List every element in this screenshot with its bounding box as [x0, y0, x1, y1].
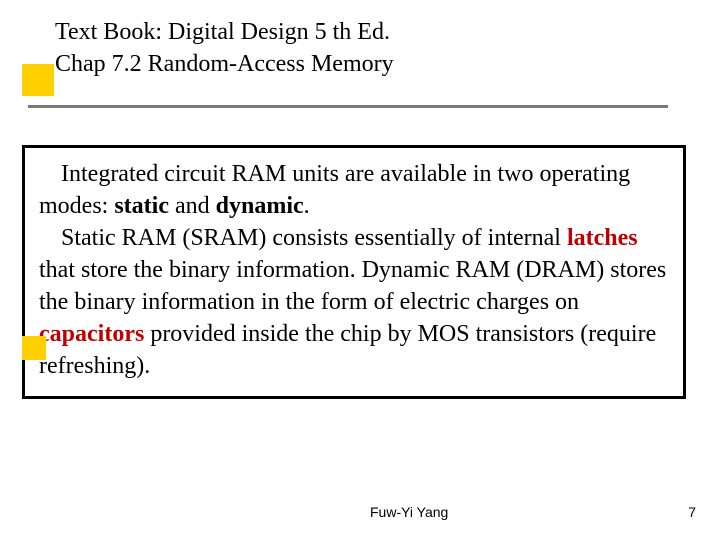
body-span: Static RAM (SRAM) consists essentially o… [61, 225, 567, 251]
title-line-2: Chap 7.2 Random-Access Memory [55, 48, 394, 80]
title-line-1: Text Book: Digital Design 5 th Ed. [55, 16, 394, 48]
body-span: . [304, 193, 310, 219]
body-text-box: Integrated circuit RAM units are availab… [22, 145, 686, 399]
footer-author: Fuw-Yi Yang [370, 504, 448, 520]
body-paragraph: Integrated circuit RAM units are availab… [39, 158, 669, 222]
body-span: and [169, 193, 216, 219]
body-span: that store the binary information. Dynam… [39, 257, 666, 315]
body-span-bold: static [114, 193, 169, 219]
body-span-bold: dynamic [216, 193, 304, 219]
title-underline [28, 105, 668, 108]
body-span-bold-red: capacitors [39, 321, 144, 347]
accent-square-2 [22, 336, 46, 360]
slide: Text Book: Digital Design 5 th Ed. Chap … [0, 0, 720, 540]
footer-page-number: 7 [688, 504, 696, 520]
body-paragraph: Static RAM (SRAM) consists essentially o… [39, 222, 669, 382]
body-span-bold-red: latches [567, 225, 638, 251]
slide-title-block: Text Book: Digital Design 5 th Ed. Chap … [55, 16, 394, 80]
accent-square-1 [22, 64, 54, 96]
